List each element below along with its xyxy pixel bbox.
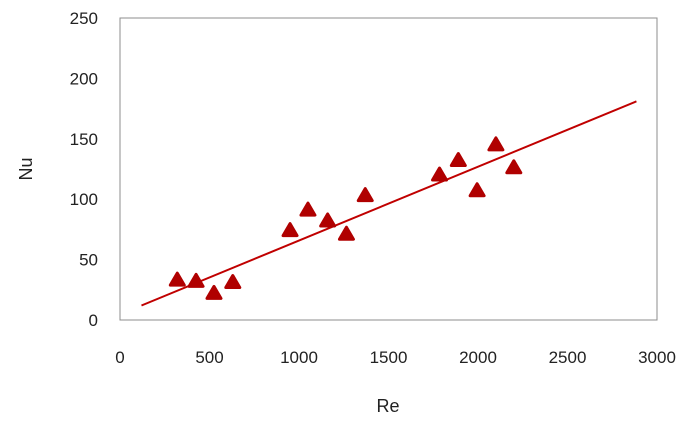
x-axis-label: Re: [376, 396, 399, 416]
data-point: [224, 274, 242, 290]
y-axis-label: Nu: [16, 157, 36, 180]
data-point: [487, 136, 505, 152]
data-point: [468, 182, 486, 198]
y-tick-label: 50: [79, 251, 98, 270]
data-point: [449, 152, 467, 168]
data-point: [187, 272, 205, 288]
data-point: [337, 225, 355, 241]
trendline: [141, 100, 637, 307]
y-tick-label: 250: [70, 9, 98, 28]
data-points: [168, 136, 523, 300]
data-point: [505, 159, 523, 175]
data-point: [319, 212, 337, 228]
x-tick-label: 3000: [638, 348, 676, 367]
data-point: [205, 284, 223, 300]
trendline-group: [141, 100, 637, 307]
data-point: [431, 166, 449, 182]
x-tick-label: 1000: [280, 348, 318, 367]
x-tick-label: 0: [115, 348, 124, 367]
plot-area: [119, 17, 658, 321]
data-point: [168, 271, 186, 287]
x-axis-ticks: 0 500 1000 1500 2000 2500 3000: [115, 348, 676, 367]
y-tick-label: 0: [89, 311, 98, 330]
x-tick-label: 2000: [459, 348, 497, 367]
x-tick-label: 1500: [370, 348, 408, 367]
data-point: [281, 222, 299, 238]
y-axis-ticks: 0 50 100 150 200 250: [70, 9, 98, 330]
data-point: [299, 201, 317, 217]
y-tick-label: 100: [70, 190, 98, 209]
x-tick-label: 2500: [549, 348, 587, 367]
y-tick-label: 200: [70, 69, 98, 88]
data-point: [356, 187, 374, 203]
x-tick-label: 500: [195, 348, 223, 367]
y-tick-label: 150: [70, 130, 98, 149]
